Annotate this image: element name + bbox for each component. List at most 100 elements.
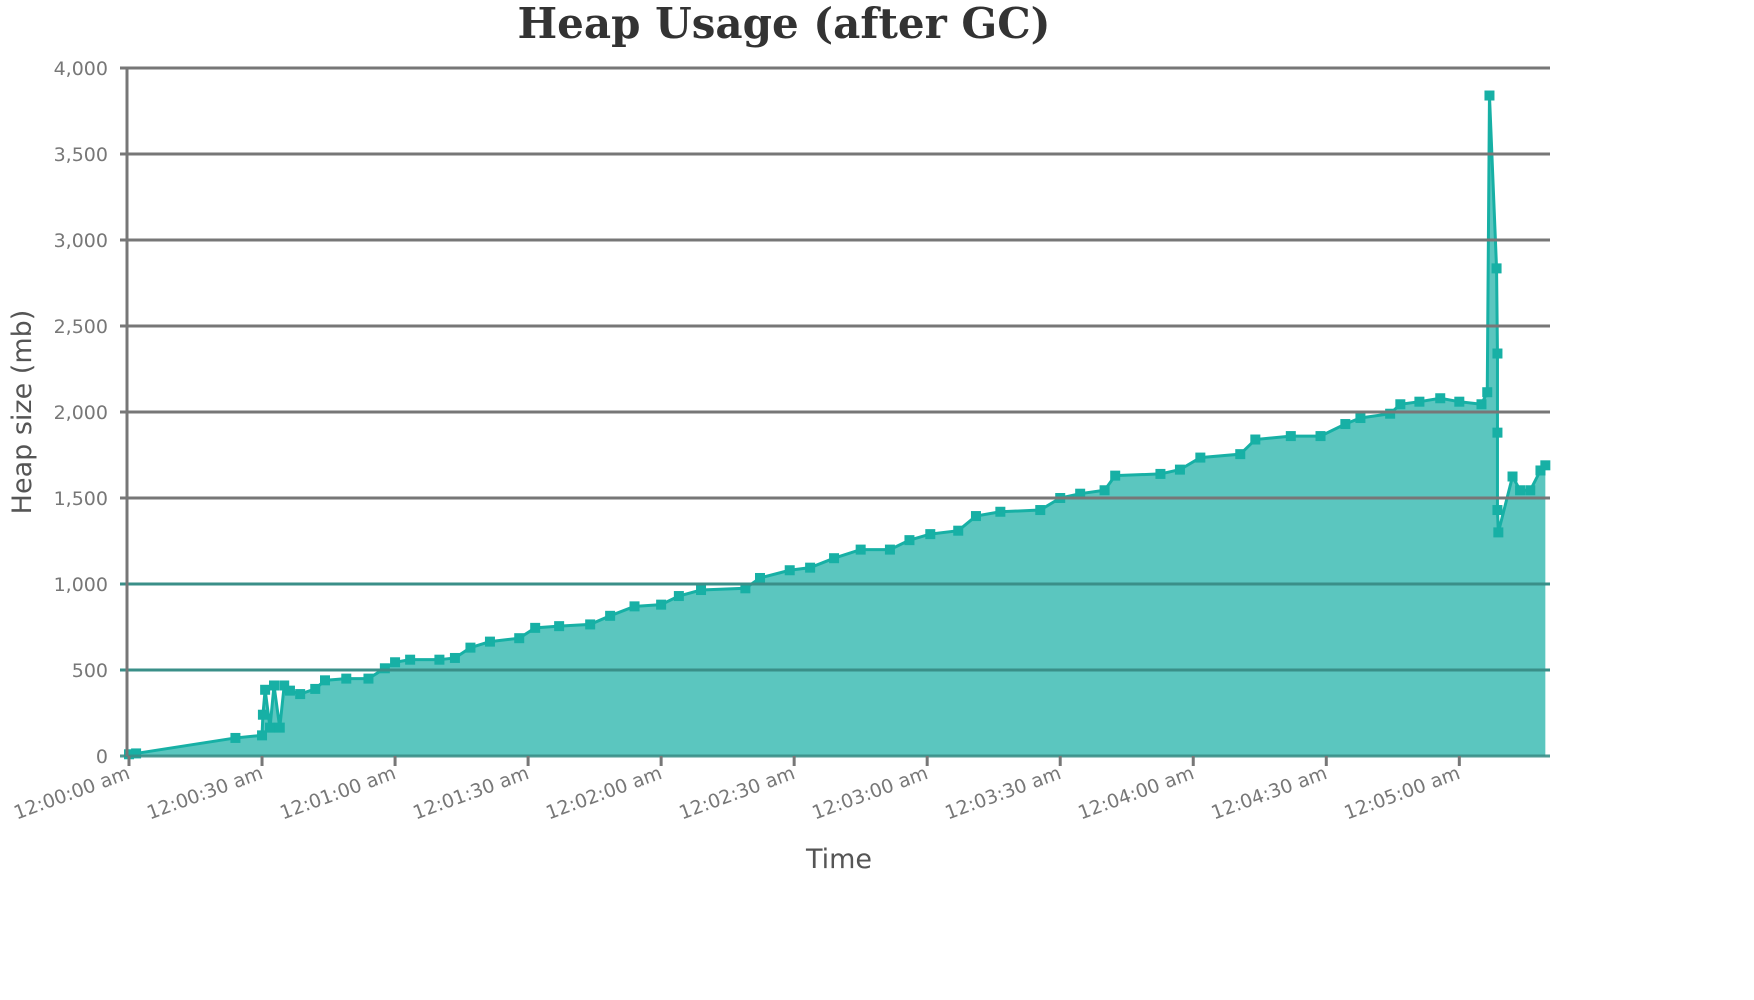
marker <box>1340 419 1351 430</box>
marker <box>434 654 445 665</box>
marker <box>1385 408 1396 419</box>
marker <box>341 673 352 684</box>
marker <box>1099 485 1110 496</box>
x-tick-label: 12:00:30 am <box>144 762 266 824</box>
marker <box>1491 263 1502 274</box>
marker <box>656 599 667 610</box>
marker <box>295 689 306 700</box>
marker <box>784 565 795 576</box>
marker <box>1110 470 1121 481</box>
marker <box>1535 465 1546 476</box>
marker <box>1355 413 1366 424</box>
marker <box>755 572 766 583</box>
x-tick-label: 12:03:30 am <box>942 762 1064 824</box>
marker <box>1195 452 1206 463</box>
marker <box>1492 505 1503 516</box>
marker <box>284 685 295 696</box>
marker <box>1476 399 1487 410</box>
marker <box>124 749 134 760</box>
marker <box>970 511 981 522</box>
marker <box>310 683 321 694</box>
y-tick-label: 1,500 <box>54 488 108 510</box>
marker <box>995 506 1006 517</box>
chart-title: Heap Usage (after GC) <box>518 0 1051 48</box>
y-tick-label: 2,500 <box>54 316 108 338</box>
marker <box>1250 434 1261 445</box>
marker <box>1525 485 1536 496</box>
marker <box>319 675 330 686</box>
marker <box>257 709 268 720</box>
marker <box>904 535 915 546</box>
x-tick-label: 12:05:00 am <box>1341 762 1463 824</box>
y-tick-label: 3,500 <box>54 144 108 166</box>
marker <box>260 684 271 695</box>
marker <box>269 680 280 691</box>
marker <box>629 601 640 612</box>
marker <box>1540 460 1551 471</box>
marker <box>363 673 374 684</box>
marker <box>265 722 276 733</box>
marker <box>1484 90 1495 101</box>
marker <box>740 583 751 594</box>
marker <box>554 621 565 632</box>
marker <box>1174 464 1185 475</box>
x-axis-label: Time <box>805 844 872 875</box>
x-tick-label: 12:03:00 am <box>809 762 931 824</box>
x-tick-label: 12:01:00 am <box>277 762 399 824</box>
marker <box>1454 396 1465 407</box>
marker <box>1315 431 1326 442</box>
marker <box>585 619 596 630</box>
marker <box>1285 431 1296 442</box>
marker <box>925 529 936 540</box>
marker <box>1035 505 1046 516</box>
marker <box>1155 468 1166 479</box>
marker <box>530 622 541 633</box>
y-tick-label: 1,000 <box>54 574 108 596</box>
marker <box>673 591 684 602</box>
marker <box>1235 449 1246 460</box>
marker <box>1435 393 1446 404</box>
marker <box>390 657 401 668</box>
y-tick-label: 3,000 <box>54 230 108 252</box>
y-tick-label: 0 <box>96 746 108 768</box>
marker <box>465 642 476 653</box>
marker <box>1395 399 1406 410</box>
marker <box>1492 427 1503 438</box>
marker <box>805 562 816 573</box>
marker <box>405 654 416 665</box>
marker <box>1482 387 1493 398</box>
marker <box>131 748 142 759</box>
x-tick-label: 12:01:30 am <box>410 762 532 824</box>
x-tick-label: 12:02:00 am <box>543 762 665 824</box>
marker <box>484 636 495 647</box>
marker <box>605 610 616 621</box>
marker <box>1492 348 1503 359</box>
x-tick-label: 12:04:00 am <box>1075 762 1197 824</box>
y-tick-label: 2,000 <box>54 402 108 424</box>
x-tick-label: 12:04:30 am <box>1208 762 1330 824</box>
marker <box>449 652 460 663</box>
x-tick-label: 12:02:30 am <box>676 762 798 824</box>
x-tick-label: 12:00:00 am <box>11 762 133 824</box>
marker <box>1075 488 1086 499</box>
marker <box>696 585 707 596</box>
area <box>129 95 1546 756</box>
marker <box>884 544 895 555</box>
marker <box>230 732 241 743</box>
marker <box>953 525 964 536</box>
marker <box>1507 471 1518 482</box>
y-tick-label: 4,000 <box>54 58 108 80</box>
y-axis-label: Heap size (mb) <box>7 310 38 515</box>
marker <box>514 633 525 644</box>
y-tick-label: 500 <box>72 660 108 682</box>
marker <box>1515 485 1526 496</box>
marker <box>855 544 866 555</box>
marker <box>1414 396 1425 407</box>
marker <box>1493 527 1504 538</box>
marker <box>279 680 290 691</box>
marker <box>274 722 285 733</box>
marker <box>257 730 268 741</box>
marker <box>379 663 390 674</box>
marker <box>829 553 840 564</box>
